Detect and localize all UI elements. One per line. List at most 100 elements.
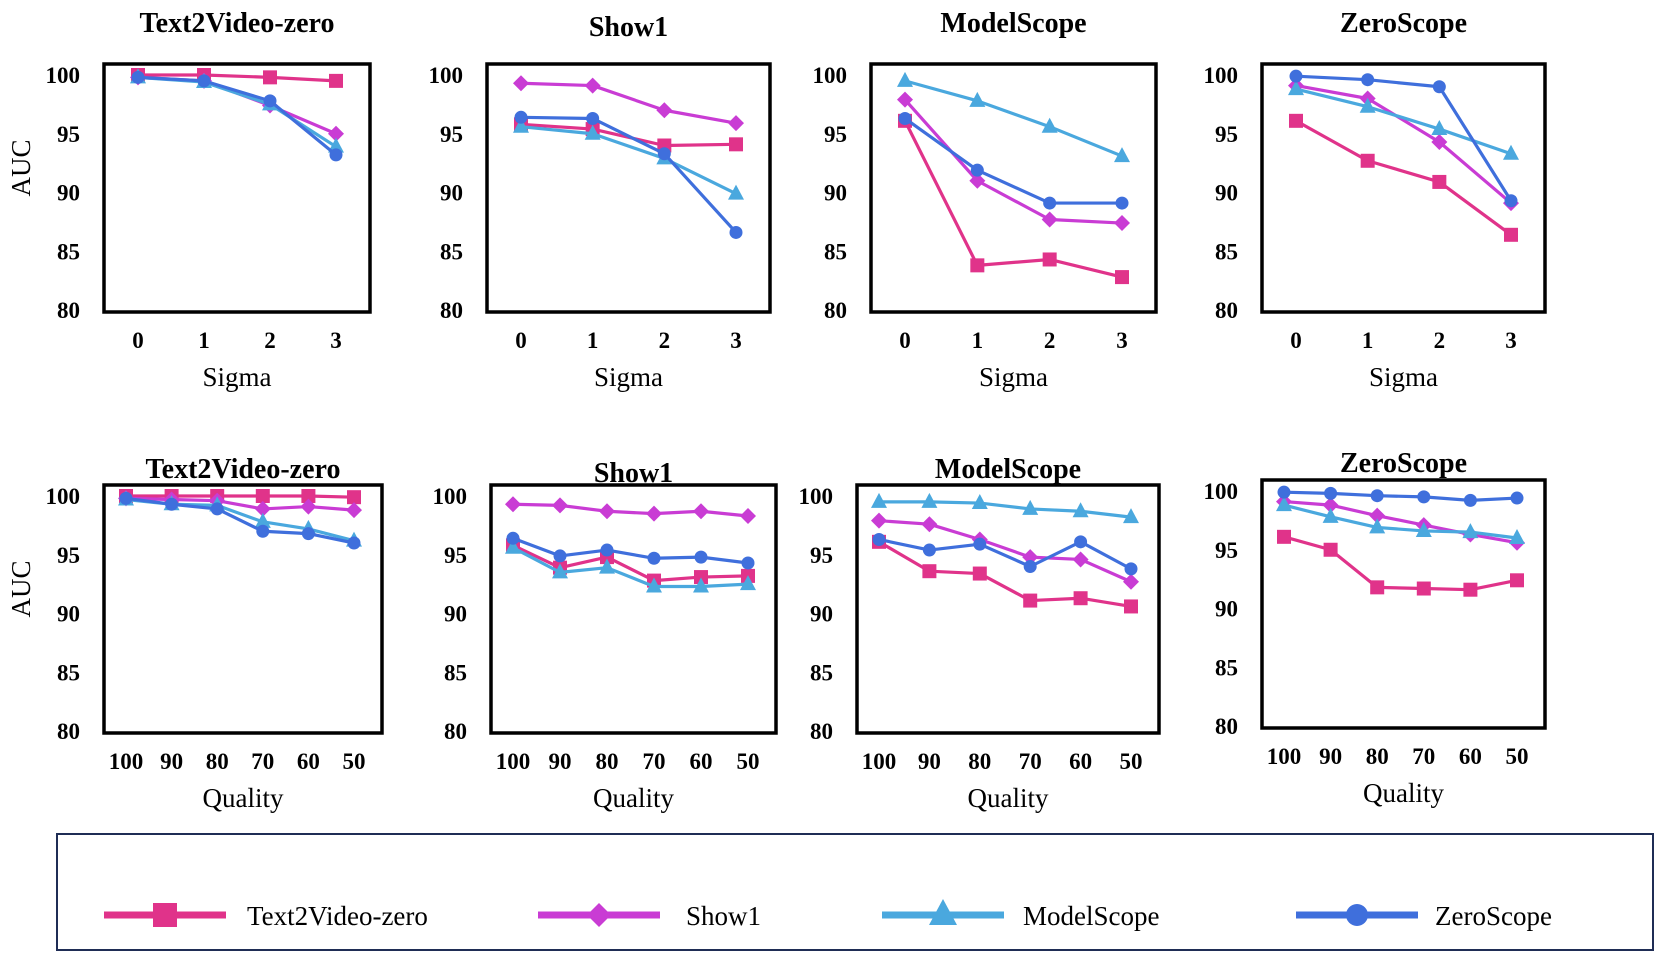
series-text2video-zero: [872, 534, 1138, 614]
series-line: [512, 546, 749, 589]
data-point: [972, 566, 987, 581]
legend-marker: [1346, 904, 1368, 926]
series-show1: [1276, 493, 1525, 551]
plot-frame: [855, 483, 1161, 735]
x-tick-label: 70: [251, 749, 274, 774]
data-point: [871, 512, 887, 529]
data-point: [1041, 117, 1058, 133]
data-point: [1462, 523, 1479, 539]
data-point: [1277, 529, 1291, 544]
data-point: [254, 500, 271, 517]
data-point: [328, 125, 344, 142]
data-point: [728, 184, 744, 200]
series-modelscope: [871, 492, 1139, 524]
y-axis-label: AUC: [6, 560, 36, 617]
data-point: [1463, 582, 1478, 597]
x-tick-label: 3: [1116, 328, 1128, 353]
data-point: [728, 115, 744, 132]
y-tick-label: 90: [824, 181, 847, 206]
series-zeroscope: [119, 491, 361, 550]
data-point: [1124, 599, 1138, 614]
data-point: [741, 556, 755, 570]
x-tick-label: 0: [132, 328, 144, 353]
data-point: [1504, 227, 1518, 242]
plot-frame: [485, 62, 772, 314]
y-tick-label: 85: [444, 660, 467, 685]
y-tick-label: 80: [1215, 298, 1238, 323]
data-point: [328, 137, 344, 153]
x-tick-label: 50: [343, 749, 366, 774]
series-line: [878, 537, 1132, 571]
chart-panel-2: Show1 80 85 90 95 100 0 1 2 3 Sigma: [429, 12, 772, 392]
data-point: [973, 537, 987, 551]
x-axis-label: Sigma: [979, 362, 1048, 392]
data-point: [329, 73, 343, 88]
x-tick-label: 50: [737, 749, 760, 774]
data-point: [514, 110, 528, 124]
series-text2video-zero: [1289, 113, 1518, 242]
x-tick-label: 80: [968, 749, 991, 774]
legend-item-show1: Show1: [538, 901, 761, 931]
data-point: [1074, 535, 1088, 549]
y-tick-label: 85: [1215, 655, 1238, 680]
y-tick-label: 80: [444, 719, 467, 744]
y-tick-label: 95: [810, 543, 833, 568]
plot-frame: [102, 62, 372, 314]
data-point: [1323, 542, 1338, 557]
data-point: [513, 117, 529, 133]
data-point: [1115, 196, 1129, 210]
data-point: [646, 577, 662, 593]
x-tick-label: 90: [918, 749, 941, 774]
data-point: [729, 225, 743, 239]
chart-panel-4: ZeroScope 80 85 90 95 100 0 1 2 3 Sigma: [1204, 8, 1547, 392]
series-line: [1283, 490, 1518, 502]
x-tick-label: 100: [109, 749, 144, 774]
data-point: [1510, 573, 1524, 588]
chart-title: Show1: [589, 12, 668, 43]
chart-title: Text2Video-zero: [146, 454, 341, 485]
series-line: [1283, 503, 1518, 540]
data-point: [1369, 518, 1386, 534]
series-line: [1295, 119, 1512, 237]
series-line: [125, 496, 355, 545]
y-tick-label: 100: [1204, 479, 1239, 504]
y-tick-label: 90: [440, 181, 463, 206]
data-point: [1370, 489, 1384, 503]
series-modelscope: [1276, 496, 1525, 544]
data-point: [970, 258, 985, 273]
series-line: [903, 98, 1123, 225]
data-point: [1277, 485, 1291, 499]
data-point: [1509, 529, 1525, 544]
data-point: [1289, 113, 1303, 128]
data-point: [1370, 580, 1385, 595]
x-axis-label: Quality: [203, 783, 284, 813]
data-point: [329, 148, 343, 162]
y-tick-label: 95: [57, 122, 80, 147]
data-point: [693, 577, 709, 593]
series-line: [138, 73, 337, 83]
x-tick-label: 3: [1505, 328, 1517, 353]
x-tick-label: 60: [1069, 749, 1092, 774]
x-tick-label: 1: [587, 328, 599, 353]
data-point: [1431, 133, 1448, 150]
data-point: [647, 551, 661, 565]
x-axis-label: Sigma: [1369, 362, 1438, 392]
y-tick-label: 100: [433, 484, 468, 509]
y-tick-label: 85: [1215, 239, 1238, 264]
chart-panel-5: Text2Video-zero 80 85 90 95 100 100 90 80 70 60 50 Q…: [6, 454, 384, 813]
series-line: [520, 125, 737, 196]
chart-title: ModelScope: [935, 454, 1081, 485]
data-point: [165, 497, 179, 511]
series-line: [520, 115, 738, 234]
chart-title: ZeroScope: [1340, 448, 1467, 479]
data-point: [301, 527, 315, 541]
data-point: [871, 492, 887, 508]
data-point: [1023, 593, 1038, 608]
data-point: [1432, 174, 1447, 189]
legend-label: ZeroScope: [1435, 901, 1552, 931]
x-axis-label: Quality: [593, 783, 674, 813]
y-tick-label: 80: [57, 298, 80, 323]
series-line: [878, 540, 1132, 609]
data-point: [922, 543, 936, 557]
